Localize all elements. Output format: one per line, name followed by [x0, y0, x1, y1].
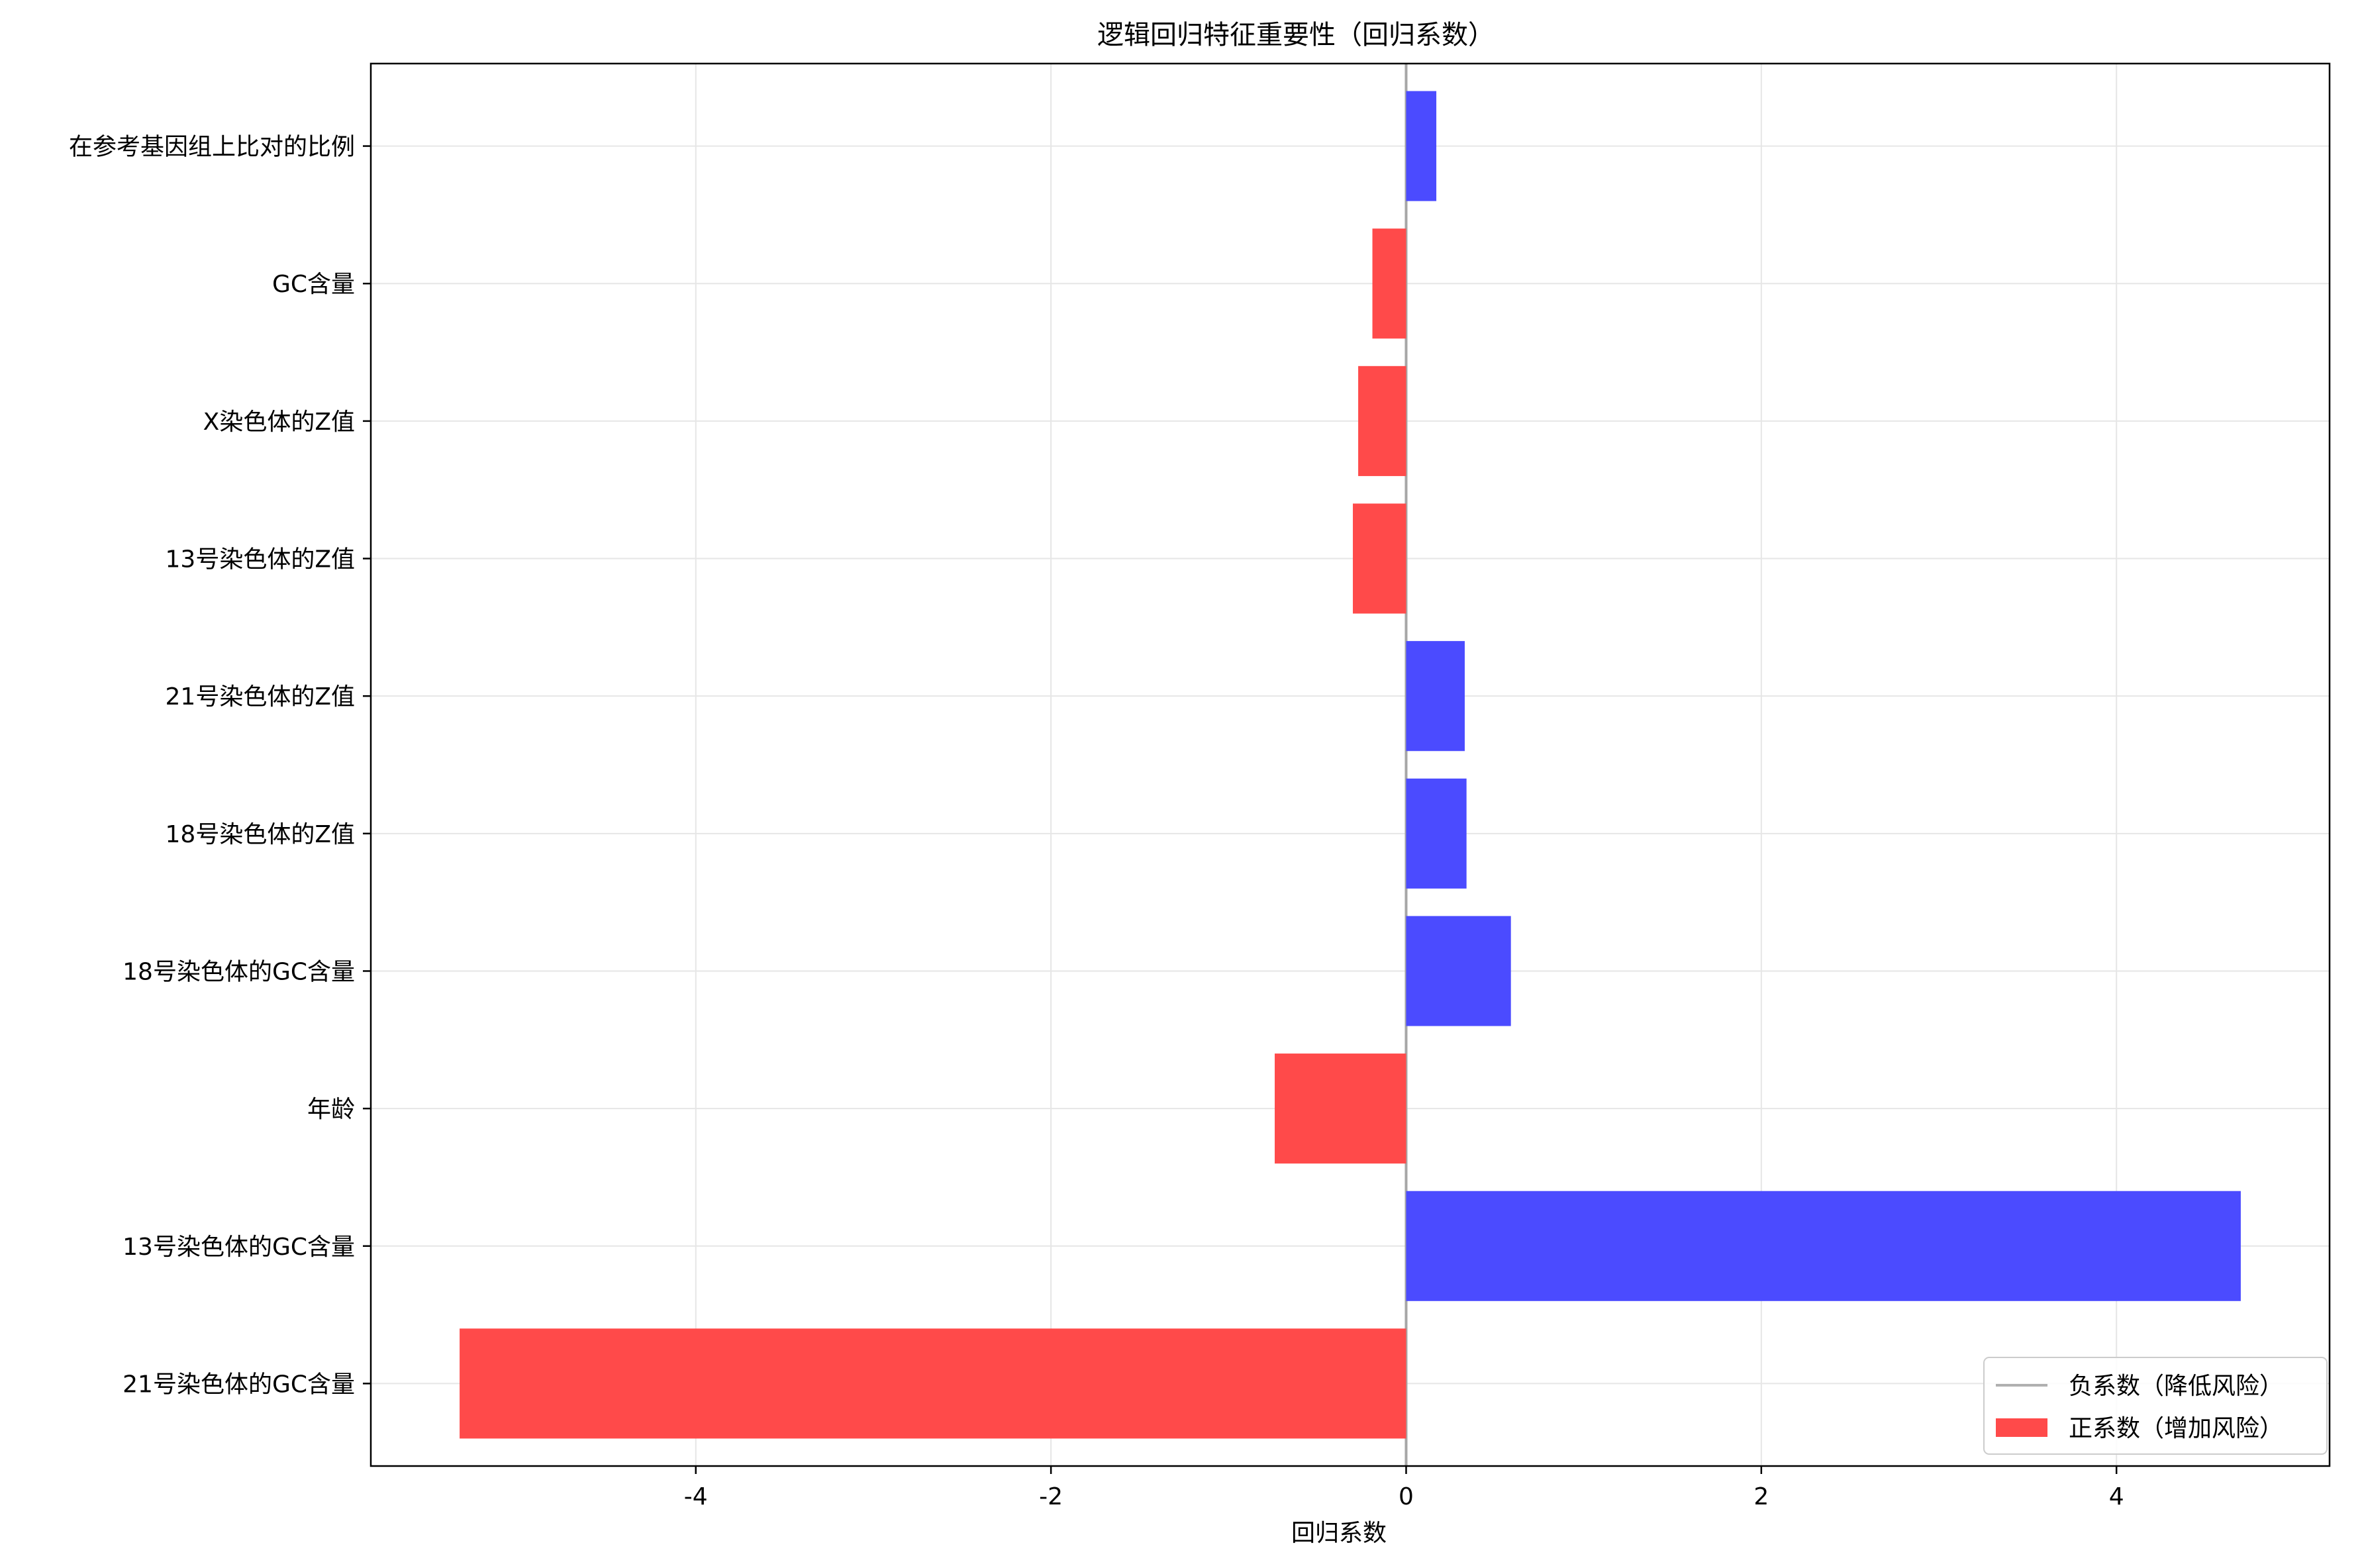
y-tick-label: 18号染色体的GC含量 [123, 958, 355, 985]
bar-positive [1406, 1191, 2241, 1301]
bar-positive [1406, 778, 1467, 889]
bar-positive [1406, 641, 1465, 752]
bar-negative [1353, 503, 1406, 614]
legend-patch-swatch [1996, 1418, 2047, 1437]
x-tick-label: 2 [1753, 1483, 1769, 1510]
y-tick-label: 18号染色体的Z值 [166, 821, 355, 848]
bars [460, 91, 2241, 1439]
y-tick-label: GC含量 [272, 271, 355, 298]
bar-positive [1406, 91, 1437, 201]
bar-positive [1406, 916, 1511, 1026]
bar-negative [1275, 1054, 1406, 1164]
y-tick-label: 21号染色体的Z值 [166, 683, 355, 710]
bar-negative [1358, 366, 1406, 476]
y-axis-ticks: 在参考基因组上比对的比例 GC含量 X染色体的Z值 13号染色体的Z值 21号染色体的Z… [69, 134, 371, 1398]
x-axis-label: 回归系数 [1291, 1520, 1387, 1547]
y-tick-label: 13号染色体的Z值 [166, 546, 355, 573]
legend-label: 负系数（降低风险） [2069, 1373, 2283, 1400]
legend-box [1983, 1357, 2328, 1455]
chart-title: 逻辑回归特征重要性（回归系数） [1097, 20, 1495, 50]
y-tick-label: X染色体的Z值 [203, 409, 355, 436]
y-tick-label: 13号染色体的GC含量 [123, 1234, 355, 1261]
plot-frame [369, 62, 2331, 1467]
x-tick-label: 0 [1399, 1483, 1414, 1510]
x-tick-label: 4 [2109, 1483, 2124, 1510]
bar-negative [1372, 228, 1406, 339]
bar-negative [460, 1328, 1406, 1439]
y-tick-label: 21号染色体的GC含量 [123, 1371, 355, 1398]
x-tick-label: -4 [684, 1483, 708, 1510]
legend-label: 正系数（增加风险） [2069, 1415, 2283, 1442]
x-axis-ticks: -4 -2 0 2 4 [684, 1466, 2124, 1510]
x-tick-label: -2 [1039, 1483, 1063, 1510]
legend: 负系数（降低风险） 正系数（增加风险） [1983, 1357, 2328, 1455]
y-tick-label: 年龄 [307, 1096, 355, 1123]
y-tick-label: 在参考基因组上比对的比例 [69, 134, 355, 161]
